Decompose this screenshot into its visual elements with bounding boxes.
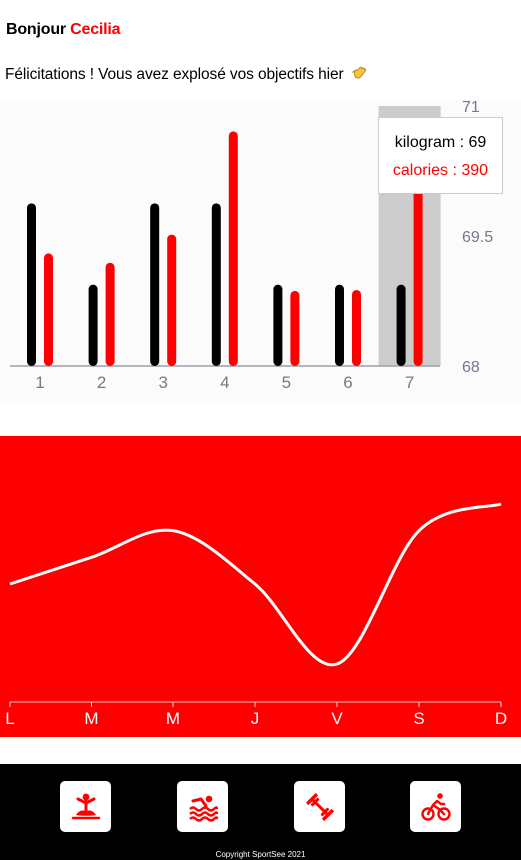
y-tick-label: 68 — [462, 359, 480, 376]
x-tick-label: M — [166, 709, 180, 728]
x-tick-label: M — [84, 709, 98, 728]
activity-chart: 1 2 3 4 5 6 7 68 69.5 71 kilogram : 69 calories :… — [0, 100, 521, 401]
sport-button-swimming[interactable] — [177, 781, 228, 832]
x-tick-label: S — [413, 709, 424, 728]
cycling-icon — [420, 792, 451, 821]
bar-kilogram-day-7 — [396, 284, 406, 366]
bar-kilogram-day-3 — [150, 203, 160, 366]
user-name: Cecilia — [70, 21, 121, 38]
sport-button-cycling[interactable] — [410, 781, 461, 832]
bar-calories-day-1 — [44, 253, 53, 366]
bar-calories-day-4 — [228, 131, 238, 366]
bar-calories-day-2 — [105, 262, 115, 366]
tooltip-kilogram: kilogram : 69 — [394, 134, 487, 151]
x-tick-label: D — [495, 709, 507, 728]
bar-kilogram-day-1 — [27, 203, 36, 366]
activity-tooltip: kilogram : 69 calories : 390 — [378, 117, 503, 194]
greeting-text: Bonjour — [6, 21, 66, 38]
bar-calories-day-6 — [352, 289, 361, 366]
clapping-hands-icon — [352, 66, 366, 79]
x-tick-label: 5 — [282, 373, 291, 392]
x-tick-label: 7 — [405, 373, 414, 392]
sports-footer: Copyright SportSee 2021 — [0, 764, 521, 860]
y-tick-label: 71 — [462, 100, 480, 116]
x-tick-label: 2 — [97, 373, 106, 392]
x-tick-label: 4 — [220, 373, 229, 392]
congrats-message: Félicitations ! Vous avez explosé vos ob… — [5, 64, 368, 84]
yoga-icon — [71, 793, 100, 819]
x-tick-label: V — [331, 709, 343, 728]
y-tick-label: 69.5 — [462, 229, 493, 246]
bar-calories-day-3 — [167, 234, 177, 366]
bar-kilogram-day-2 — [88, 284, 98, 366]
greeting: Bonjour Cecilia — [6, 21, 121, 39]
bar-calories-day-5 — [290, 290, 300, 366]
x-tick-label: L — [5, 709, 14, 728]
x-tick-label: J — [251, 709, 260, 728]
tooltip-calories: calories : 390 — [392, 162, 489, 179]
x-tick-label: 1 — [35, 373, 44, 392]
x-tick-label: 6 — [343, 373, 352, 392]
bar-calories-day-7 — [413, 183, 423, 366]
session-length-line — [9, 502, 502, 667]
sport-button-yoga[interactable] — [60, 781, 111, 832]
copyright: Copyright SportSee 2021 — [215, 850, 306, 859]
swimming-icon — [188, 795, 218, 822]
bar-kilogram-day-6 — [335, 284, 344, 366]
bar-kilogram-day-4 — [211, 203, 221, 366]
weightlifting-icon — [305, 792, 334, 821]
x-tick-label: 3 — [158, 373, 167, 392]
congrats-text: Félicitations ! Vous avez explosé vos ob… — [5, 66, 344, 83]
bar-kilogram-day-5 — [273, 284, 283, 366]
sport-button-weightlifting[interactable] — [294, 781, 345, 832]
